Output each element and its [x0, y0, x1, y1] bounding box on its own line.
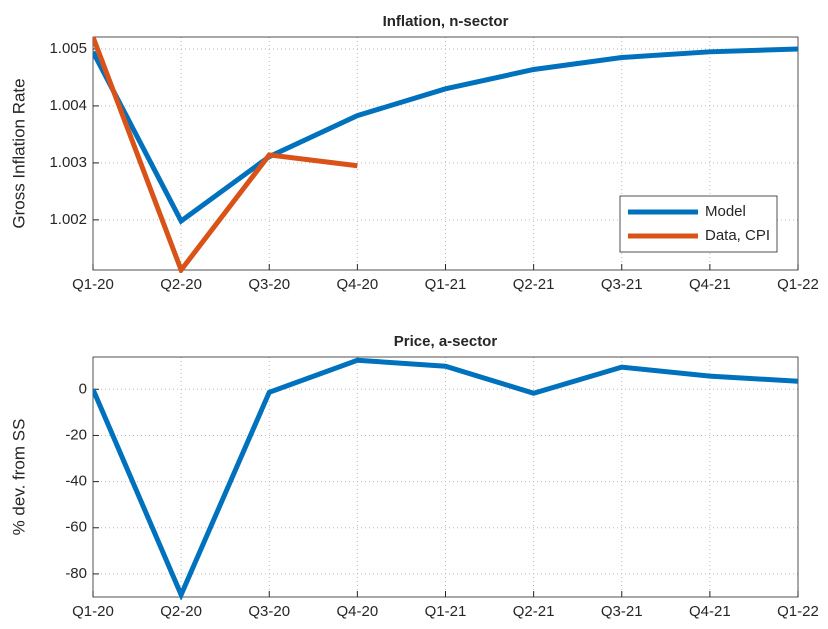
x-tick-label: Q1-21 [425, 276, 467, 293]
x-tick-label: Q3-21 [601, 276, 643, 293]
axes: -80 -60 -40 -20 0 Q1-20 Q2-20 Q3-20 Q4-20 Q1-21 Q2… [9, 333, 818, 620]
series-line [93, 357, 798, 600]
axes-frame [92, 356, 799, 598]
chart-title: Price, a-sector [394, 333, 498, 350]
y-tick-label: 1.003 [49, 154, 87, 171]
y-axis-label: % dev. from SS [9, 419, 28, 536]
x-tick-label: Q1-21 [425, 603, 467, 620]
x-tick-label: Q1-20 [72, 276, 114, 293]
x-tick-label: Q4-20 [337, 276, 379, 293]
x-tick-label: Q2-20 [160, 276, 202, 293]
y-axis-label: Gross Inflation Rate [9, 78, 28, 228]
legend-box [619, 195, 778, 253]
y-tick-label: 1.004 [49, 97, 87, 114]
x-tick-label: Q3-20 [248, 603, 290, 620]
x-tick-label: Q1-20 [72, 603, 114, 620]
x-tick-label: Q3-20 [248, 276, 290, 293]
x-tick-label: Q4-21 [689, 276, 731, 293]
y-tick-label: 1.005 [49, 40, 87, 57]
x-tick-label: Q1-22 [777, 276, 819, 293]
series-line [93, 36, 358, 273]
x-tick-label: Q2-20 [160, 603, 202, 620]
x-tick-label: Q1-22 [777, 603, 819, 620]
axes: 1.002 1.003 1.004 1.005 Q1-20 Q2-20 Q3-20 Q4-20… [9, 13, 818, 293]
chart-title: Inflation, n-sector [383, 13, 509, 30]
legend-label: Data, CPI [705, 227, 770, 244]
y-tick-label: -20 [65, 426, 87, 443]
y-tick-label: -80 [65, 565, 87, 582]
legend-label: Model [705, 203, 746, 220]
y-tick-label: -40 [65, 473, 87, 490]
y-tick-label: 1.002 [49, 211, 87, 228]
axes-frame [92, 36, 799, 271]
x-tick-label: Q2-21 [513, 276, 555, 293]
x-tick-label: Q4-20 [337, 603, 379, 620]
x-tick-label: Q2-21 [513, 603, 555, 620]
x-tick-label: Q3-21 [601, 603, 643, 620]
series-line [93, 46, 798, 225]
y-tick-label: 0 [79, 380, 87, 397]
x-tick-label: Q4-21 [689, 603, 731, 620]
legend: Model Data, CPI [619, 195, 778, 253]
y-tick-label: -60 [65, 519, 87, 536]
